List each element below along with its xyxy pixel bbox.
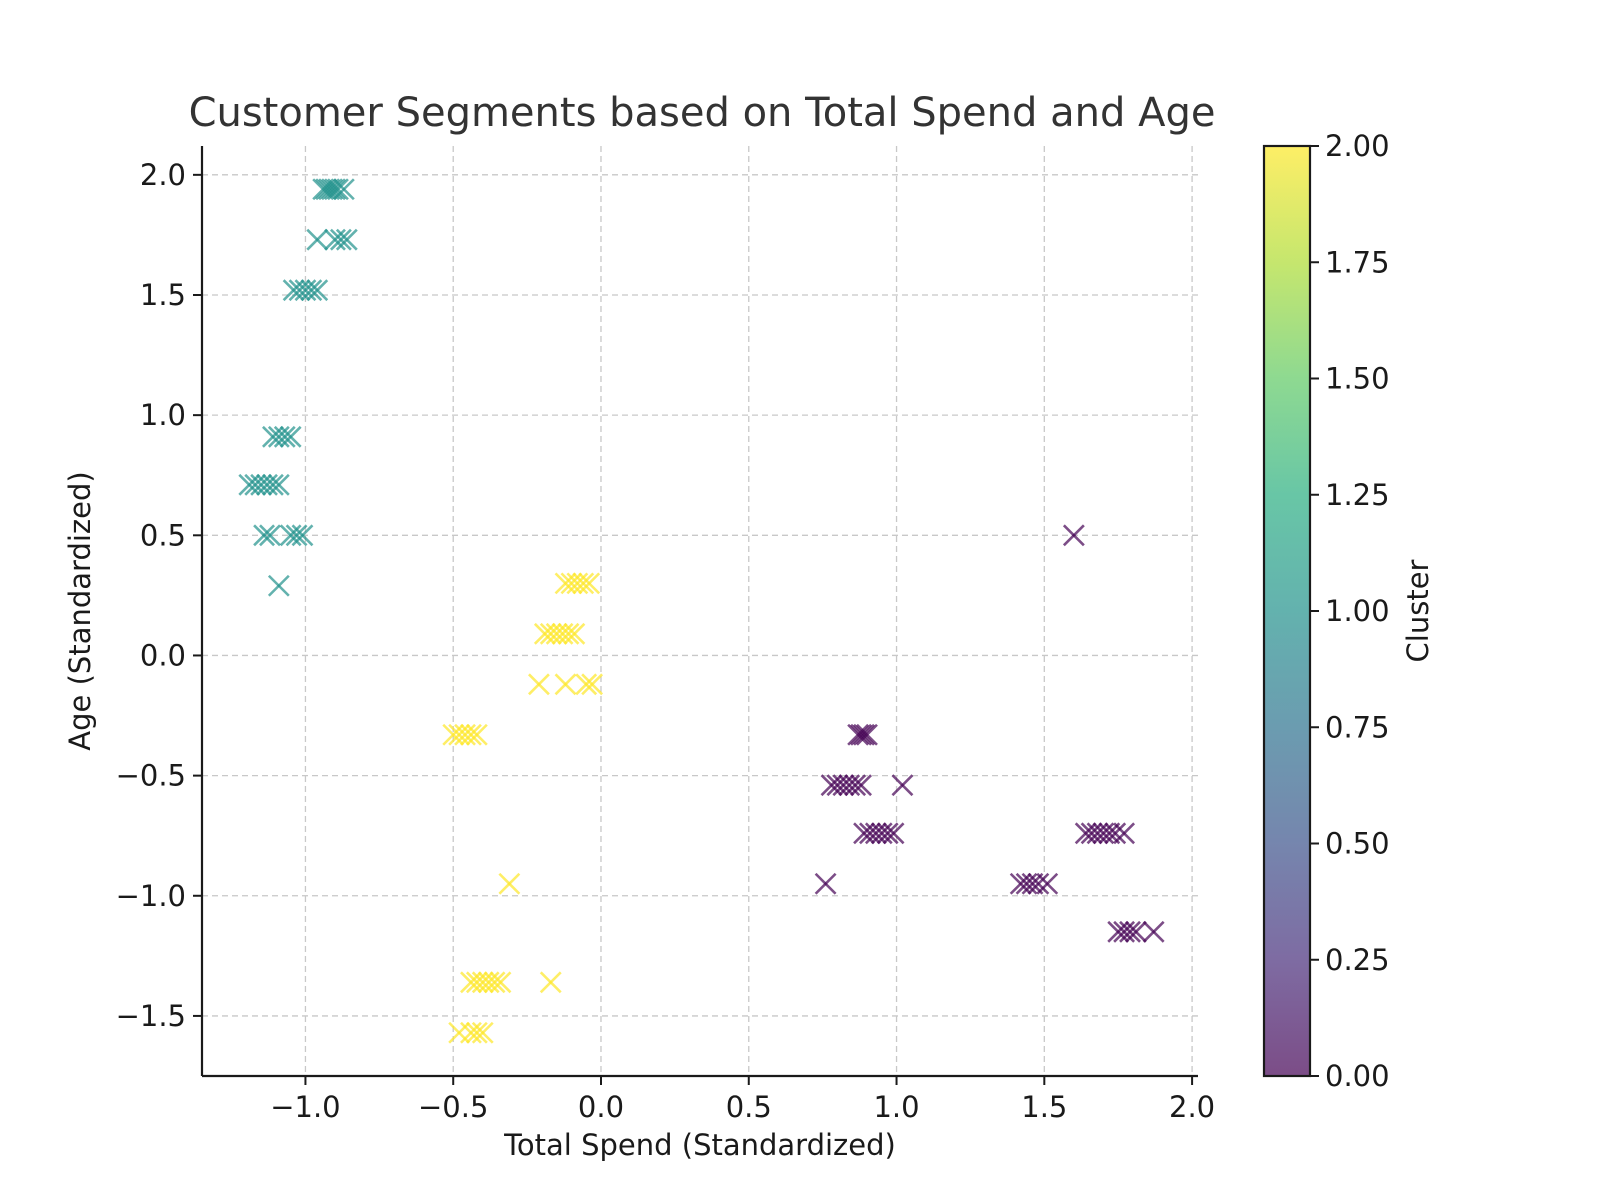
data-point-cluster-0 <box>1036 872 1059 895</box>
colorbar-ticks: 0.00 0.25 0.50 0.75 1.00 1.25 1.50 1.75 2.00 <box>1310 129 1390 1093</box>
data-point-cluster-1 <box>300 279 323 302</box>
data-point-cluster-1 <box>262 473 284 496</box>
colorbar-tick-label: 2.00 <box>1325 129 1390 163</box>
x-tick-label: 0.0 <box>578 1090 624 1124</box>
data-point-cluster-1 <box>324 178 346 201</box>
data-point-cluster-0 <box>1062 524 1085 547</box>
x-tick-label: −0.5 <box>418 1090 488 1124</box>
colorbar-tick-label: 1.00 <box>1325 594 1390 628</box>
x-axis-label: Total Spend (Standardized) <box>503 1128 896 1162</box>
data-point-cluster-0 <box>844 774 867 797</box>
chart-title: Customer Segments based on Total Spend a… <box>189 90 1216 136</box>
data-point-cluster-0 <box>1142 920 1165 943</box>
y-tick-label: 0.5 <box>140 518 186 552</box>
data-point-cluster-1 <box>335 228 358 251</box>
colorbar-tick-label: 0.00 <box>1325 1059 1390 1093</box>
colorbar-tick-label: 1.25 <box>1325 478 1390 512</box>
data-point-cluster-2 <box>528 673 550 696</box>
data-point-cluster-1 <box>267 473 290 496</box>
data-point-cluster-0 <box>850 723 872 746</box>
data-point-cluster-2 <box>563 622 586 645</box>
data-point-cluster-1 <box>327 178 349 201</box>
y-tick-label: 1.0 <box>140 398 186 432</box>
data-point-cluster-0 <box>814 872 837 895</box>
x-tick-label: 0.5 <box>726 1090 772 1124</box>
data-point-cluster-2 <box>498 872 521 895</box>
data-point-cluster-0 <box>847 723 870 746</box>
y-tick-label: −1.5 <box>116 999 186 1033</box>
data-point-cluster-2 <box>448 1021 471 1044</box>
data-point-cluster-1 <box>291 524 314 547</box>
data-point-cluster-0 <box>850 774 872 797</box>
data-point-cluster-2 <box>572 572 595 595</box>
y-axis-label: Age (Standardized) <box>63 471 97 750</box>
data-point-cluster-0 <box>853 723 875 746</box>
colorbar-gradient <box>1262 144 1312 1078</box>
y-tick-label: −0.5 <box>116 759 186 793</box>
data-point-cluster-1 <box>253 524 275 547</box>
data-point-cluster-1 <box>279 425 302 448</box>
colorbar-tick-label: 1.50 <box>1325 362 1390 396</box>
data-point-cluster-2 <box>465 1021 488 1044</box>
y-tick-label: 2.0 <box>140 158 186 192</box>
data-point-cluster-2 <box>554 673 577 696</box>
data-points <box>238 178 1165 1044</box>
data-point-cluster-0 <box>1104 822 1127 845</box>
data-point-cluster-0 <box>1113 822 1136 845</box>
data-point-cluster-1 <box>267 574 290 597</box>
x-tick-label: 2.0 <box>1169 1090 1215 1124</box>
data-point-cluster-0 <box>891 774 914 797</box>
data-point-cluster-2 <box>483 971 506 994</box>
x-tick-label: 1.5 <box>1021 1090 1067 1124</box>
grid-layer <box>202 146 1198 1076</box>
data-point-cluster-1 <box>306 279 329 302</box>
data-point-cluster-1 <box>273 425 296 448</box>
colorbar-tick-label: 0.25 <box>1325 943 1390 977</box>
y-tick-label: −1.0 <box>116 879 186 913</box>
data-point-cluster-2 <box>460 723 482 746</box>
data-point-cluster-2 <box>539 971 562 994</box>
colorbar: 0.00 0.25 0.50 0.75 1.00 1.25 1.50 1.75 2.00 Clu… <box>1262 129 1435 1093</box>
data-point-cluster-2 <box>575 673 598 696</box>
data-point-cluster-2 <box>581 673 604 696</box>
data-point-cluster-1 <box>329 228 352 251</box>
data-point-cluster-2 <box>471 1021 494 1044</box>
data-point-cluster-1 <box>332 178 355 201</box>
colorbar-tick-label: 1.75 <box>1325 245 1390 279</box>
colorbar-tick-label: 0.75 <box>1325 710 1390 744</box>
data-point-cluster-2 <box>465 723 488 746</box>
data-point-cluster-1 <box>285 524 308 547</box>
x-tick-label: 1.0 <box>873 1090 919 1124</box>
colorbar-tick-label: 0.50 <box>1325 827 1390 861</box>
data-point-cluster-0 <box>856 723 878 746</box>
data-point-cluster-0 <box>882 822 905 845</box>
data-point-cluster-2 <box>578 572 601 595</box>
data-point-cluster-0 <box>1119 920 1141 943</box>
x-tick-label: −1.0 <box>270 1090 340 1124</box>
data-point-cluster-0 <box>876 822 899 845</box>
data-point-cluster-1 <box>306 228 329 251</box>
data-point-cluster-2 <box>489 971 512 994</box>
y-tick-label: 0.0 <box>140 638 186 672</box>
data-point-cluster-1 <box>259 524 281 547</box>
axes: −1.0 −0.5 0.0 0.5 1.0 1.5 2.0 −1.5 −1.0 −0.5 0.0 0.… <box>116 146 1215 1124</box>
data-point-cluster-0 <box>1125 920 1147 943</box>
colorbar-label: Cluster <box>1401 559 1435 662</box>
y-tick-label: 1.5 <box>140 278 186 312</box>
data-point-cluster-2 <box>557 622 580 645</box>
data-point-cluster-0 <box>1027 872 1050 895</box>
